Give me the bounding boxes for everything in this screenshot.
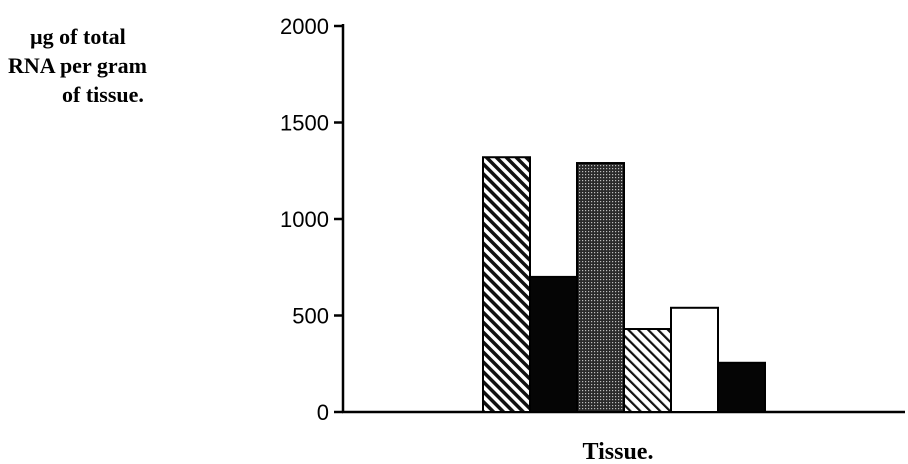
y-axis-title: µg of total RNA per gram of tissue. bbox=[8, 24, 147, 107]
bar-5 bbox=[670, 306, 719, 413]
y-axis-title-line-1: µg of total bbox=[30, 24, 126, 49]
x-axis-title: Tissue. bbox=[583, 439, 654, 464]
y-tick-label: 0 bbox=[317, 400, 329, 425]
bar-1 bbox=[482, 156, 531, 413]
y-tick-label: 500 bbox=[292, 304, 329, 329]
bar-4 bbox=[623, 328, 672, 414]
y-axis-title-line-3: of tissue. bbox=[62, 82, 144, 107]
y-tick-label: 2000 bbox=[280, 14, 329, 39]
y-axis-title-line-2: RNA per gram bbox=[8, 53, 147, 78]
bar-2 bbox=[529, 275, 578, 413]
bars bbox=[482, 156, 766, 414]
bar-6 bbox=[717, 361, 766, 414]
y-tick-label: 1000 bbox=[280, 207, 329, 232]
y-ticks: 0 500 1000 1500 2000 bbox=[280, 14, 343, 425]
bar-3 bbox=[576, 162, 625, 413]
y-tick-label: 1500 bbox=[280, 111, 329, 136]
